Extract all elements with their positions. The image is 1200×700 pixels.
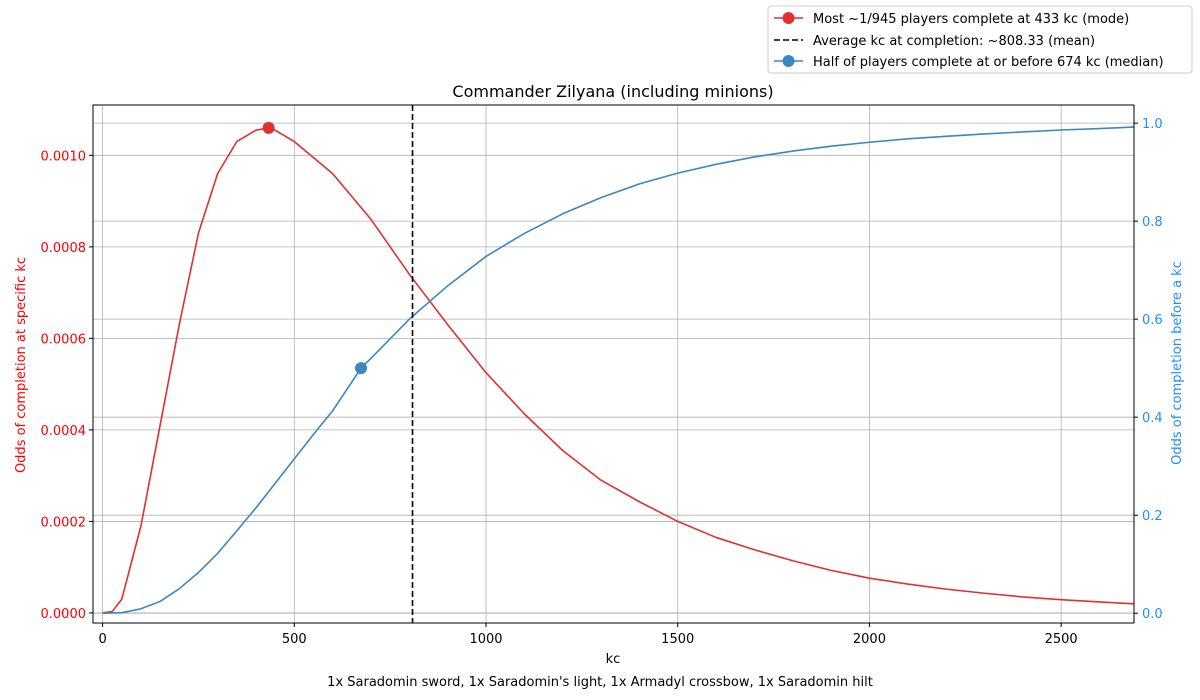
x-tick-label: 2500 <box>1045 632 1078 647</box>
x-tick-label: 2000 <box>853 632 886 647</box>
legend-label-mean: Average kc at completion: ~808.33 (mean) <box>813 34 1095 49</box>
median-marker <box>355 362 368 375</box>
chart-title: Commander Zilyana (including minions) <box>452 82 773 101</box>
plot-frame <box>92 104 1135 624</box>
cdf-series-line <box>102 126 1135 614</box>
footnote-text: 1x Saradomin sword, 1x Saradomin's light… <box>327 675 873 690</box>
right-tick-label: 0.8 <box>1142 215 1163 230</box>
series-layer <box>102 105 1135 623</box>
right-tick-label: 1.0 <box>1142 117 1163 132</box>
legend: Most ~1/945 players complete at 433 kc (… <box>767 5 1193 74</box>
axes-layer: 0 500 1000 1500 2000 2500 0.0000 0.0002 0.0004 0.… <box>41 104 1163 647</box>
right-tick-label: 0.0 <box>1142 607 1163 622</box>
right-tick-label: 0.4 <box>1142 411 1163 426</box>
right-axis-label: Odds of completion before a kc <box>1170 261 1185 465</box>
left-tick-label: 0.0010 <box>41 149 87 164</box>
legend-label-mode: Most ~1/945 players complete at 433 kc (… <box>813 12 1129 27</box>
x-axis-label: kc <box>606 652 621 667</box>
legend-marker-median <box>782 55 795 67</box>
left-tick-label: 0.0006 <box>41 332 87 347</box>
mode-marker <box>262 121 275 134</box>
x-tick-label: 0 <box>98 632 106 647</box>
left-tick-label: 0.0004 <box>41 424 87 439</box>
grid-layer <box>93 105 1134 623</box>
left-axis-label: Odds of completion at specific kc <box>14 257 29 473</box>
x-tick-label: 500 <box>282 632 307 647</box>
left-tick-label: 0.0008 <box>41 241 87 256</box>
left-tick-label: 0.0000 <box>41 607 87 622</box>
right-tick-label: 0.6 <box>1142 313 1163 328</box>
left-tick-label: 0.0002 <box>41 515 87 530</box>
legend-marker-mode <box>782 12 795 24</box>
x-tick-label: 1000 <box>469 632 502 647</box>
legend-label-median: Half of players complete at or before 67… <box>813 55 1164 70</box>
x-tick-label: 1500 <box>661 632 694 647</box>
legend-box <box>767 5 1193 74</box>
pdf-series-line <box>102 127 1135 614</box>
right-tick-label: 0.2 <box>1142 509 1163 524</box>
